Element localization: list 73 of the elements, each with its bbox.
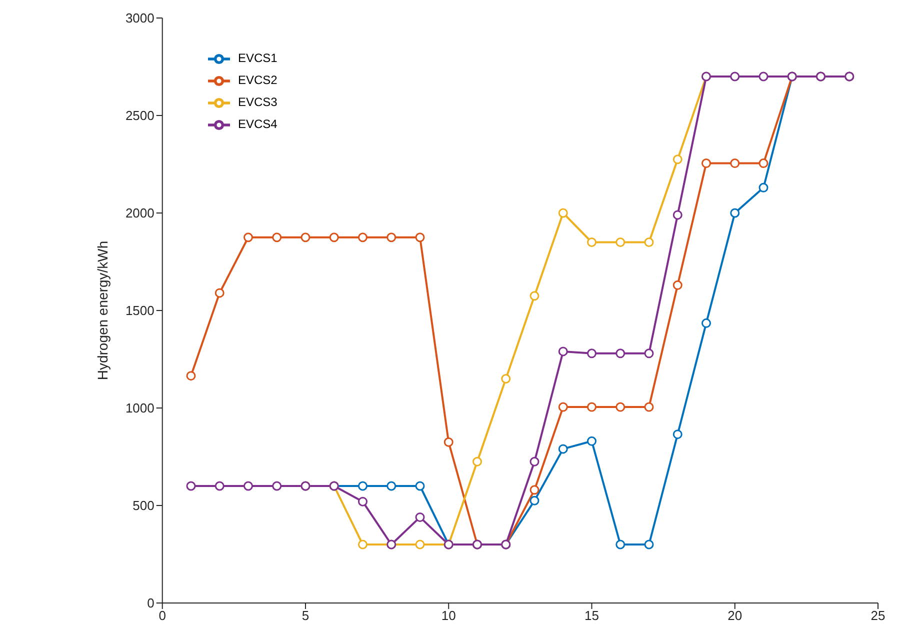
point xyxy=(415,481,425,491)
legend-label: EVCS3 xyxy=(238,95,278,110)
point xyxy=(358,481,368,491)
point xyxy=(644,238,654,247)
x-tick-label: 10 xyxy=(441,608,456,624)
point xyxy=(386,232,396,242)
point xyxy=(616,238,626,247)
point xyxy=(300,232,310,242)
point xyxy=(530,485,540,495)
point xyxy=(758,72,768,82)
point xyxy=(701,158,711,168)
point xyxy=(558,208,568,218)
y-tick-label: 1000 xyxy=(125,400,154,416)
point xyxy=(586,238,596,247)
legend-label: EVCS4 xyxy=(238,117,278,132)
point xyxy=(672,154,682,164)
point xyxy=(186,481,196,491)
point xyxy=(272,481,282,491)
point xyxy=(329,232,339,242)
point xyxy=(616,540,626,550)
point xyxy=(358,496,368,506)
point xyxy=(730,158,740,168)
legend-label: EVCS1 xyxy=(238,51,278,66)
point xyxy=(644,540,654,550)
point xyxy=(472,456,482,466)
point xyxy=(758,158,768,168)
point xyxy=(415,540,425,550)
y-tick-label: 0 xyxy=(147,596,154,611)
x-tick-label: 0 xyxy=(158,608,166,624)
point xyxy=(672,280,682,290)
y-tick-label: 2500 xyxy=(125,108,154,124)
legend-label: EVCS2 xyxy=(238,73,278,88)
point xyxy=(415,232,425,242)
point xyxy=(730,72,740,82)
point xyxy=(214,288,224,298)
point xyxy=(586,348,596,358)
point xyxy=(358,540,368,550)
x-tick-label: 5 xyxy=(302,608,310,624)
point xyxy=(358,232,368,242)
point xyxy=(386,481,396,491)
y-tick-label: 1500 xyxy=(125,303,154,318)
y-tick-label: 3000 xyxy=(125,10,154,26)
point xyxy=(644,348,654,358)
point xyxy=(558,402,568,412)
point xyxy=(672,210,682,220)
point xyxy=(730,208,740,218)
y-axis-title: Hydrogen energy/kWh xyxy=(94,240,110,380)
point xyxy=(186,371,196,381)
point xyxy=(415,512,425,522)
point xyxy=(501,374,511,384)
point xyxy=(530,456,540,466)
point xyxy=(558,444,568,454)
point xyxy=(243,481,253,491)
point xyxy=(272,232,282,242)
point xyxy=(530,291,540,301)
point xyxy=(616,402,626,412)
point xyxy=(586,436,596,446)
point xyxy=(444,437,454,447)
x-tick-label: 25 xyxy=(870,608,886,624)
point xyxy=(616,348,626,358)
point xyxy=(586,402,596,412)
point xyxy=(214,481,224,491)
point xyxy=(644,402,654,412)
point xyxy=(530,496,540,506)
point xyxy=(701,318,711,328)
y-tick-label: 500 xyxy=(132,498,154,514)
x-tick-label: 15 xyxy=(584,608,599,624)
y-tick-label: 2000 xyxy=(125,206,154,221)
point xyxy=(672,430,682,440)
x-tick-label: 20 xyxy=(728,608,742,624)
point xyxy=(558,346,568,356)
point xyxy=(243,232,253,242)
point xyxy=(758,182,768,192)
